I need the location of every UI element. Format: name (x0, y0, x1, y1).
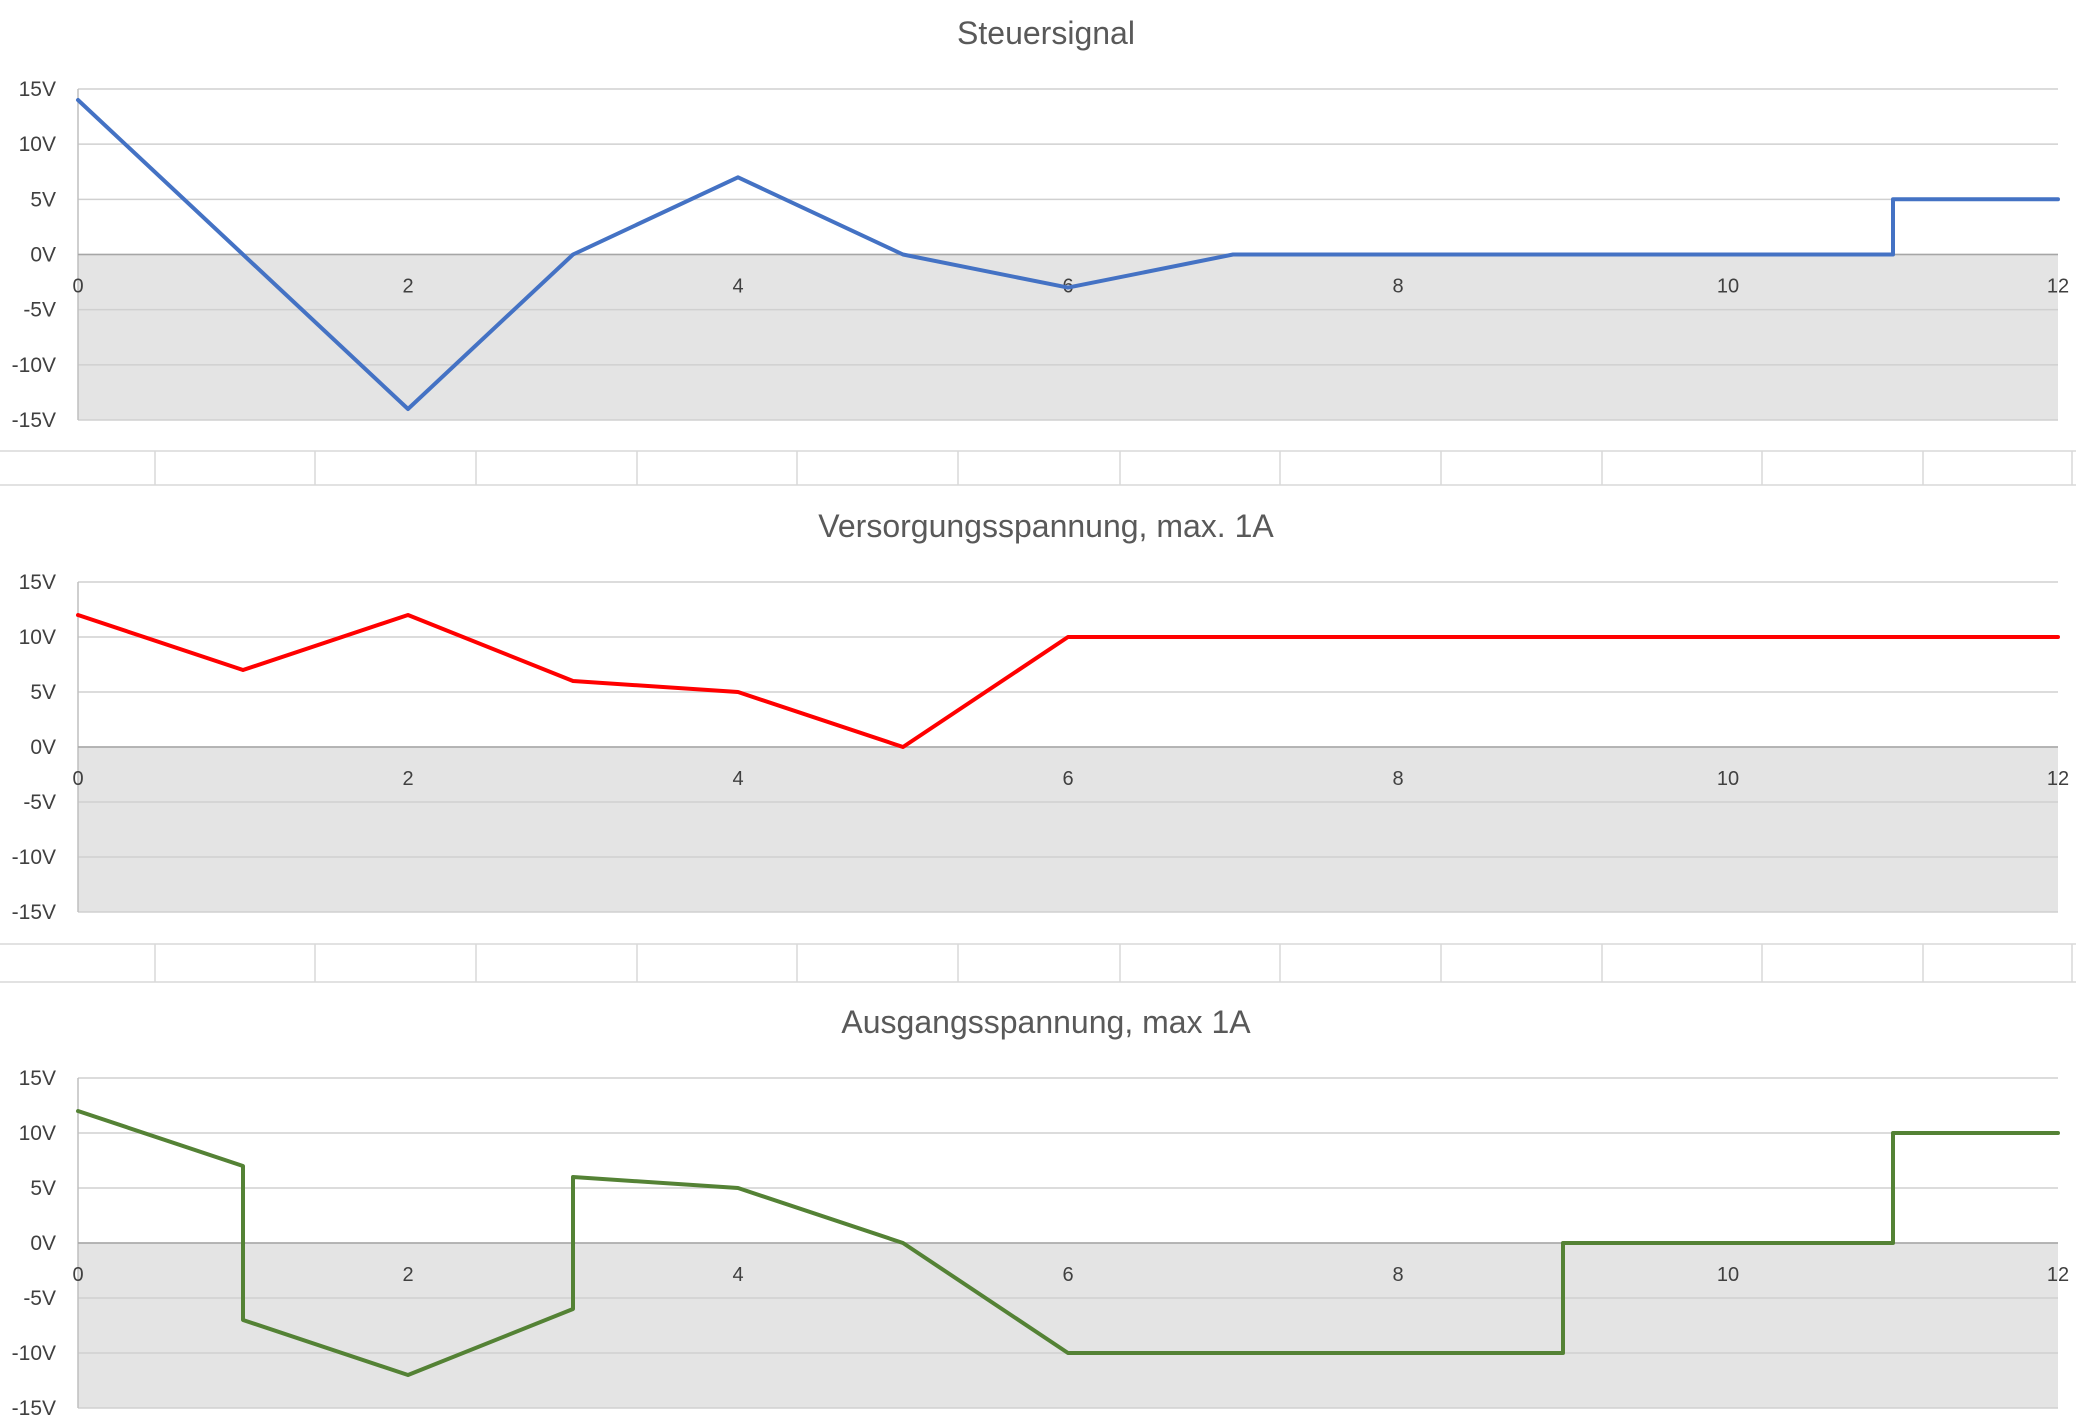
series-line (76, 98, 2060, 411)
y-tick-label: 0V (30, 244, 56, 267)
y-tick-label: -5V (23, 299, 56, 322)
y-tick-label: 15V (19, 571, 56, 594)
negative-region-band (78, 747, 2058, 912)
negative-region-band (78, 254, 2058, 420)
spreadsheet-row-strip (0, 450, 2076, 486)
y-tick-label: -10V (12, 1342, 56, 1365)
y-tick-label: -15V (12, 409, 56, 432)
chart-ausgangsspannung: Ausgangsspannung, max 1A 15V 10V 5V 0V -5V -1… (12, 1004, 2069, 1418)
x-tick-label: 8 (1392, 1264, 1403, 1286)
y-tick-label: 5V (30, 1177, 56, 1200)
chart-title: Steuersignal (957, 15, 1135, 51)
x-tick-label: 2 (402, 768, 413, 790)
y-tick-label: 15V (19, 78, 56, 101)
chart-versorgungsspannung: Versorgungsspannung, max. 1A 15V 10V 5V 0V -… (12, 508, 2069, 924)
y-tick-label: 0V (30, 1232, 56, 1255)
y-tick-label: -15V (12, 1397, 56, 1418)
y-tick-label: -10V (12, 846, 56, 869)
plot-area: 15V 10V 5V 0V -5V -10V -15V 0 2 4 6 8 10 12 (12, 571, 2069, 924)
series-line (76, 613, 2060, 749)
y-tick-label: -15V (12, 901, 56, 924)
y-tick-label: 0V (30, 736, 56, 759)
x-tick-label: 8 (1392, 276, 1403, 298)
negative-region-band (78, 1243, 2058, 1408)
y-tick-label: 15V (19, 1067, 56, 1090)
x-tick-label: 12 (2047, 276, 2069, 298)
plot-area: 15V 10V 5V 0V -5V -10V -15V 0 2 4 6 8 10 12 (12, 1067, 2069, 1418)
chart-title: Ausgangsspannung, max 1A (841, 1004, 1251, 1040)
x-tick-label: 8 (1392, 768, 1403, 790)
x-tick-label: 4 (732, 276, 743, 298)
x-tick-label: 10 (1717, 1264, 1739, 1286)
x-tick-label: 0 (72, 1264, 83, 1286)
x-tick-label: 12 (2047, 768, 2069, 790)
x-tick-label: 2 (402, 276, 413, 298)
x-tick-label: 2 (402, 1264, 413, 1286)
y-tick-label: 10V (19, 133, 56, 156)
y-tick-label: -5V (23, 1287, 56, 1310)
spreadsheet-row-strip (0, 943, 2076, 983)
x-tick-label: 12 (2047, 1264, 2069, 1286)
x-tick-label: 6 (1062, 768, 1073, 790)
series-line (76, 1109, 2060, 1377)
x-tick-label: 10 (1717, 768, 1739, 790)
y-tick-label: 5V (30, 681, 56, 704)
x-tick-label: 0 (72, 768, 83, 790)
chart-title: Versorgungsspannung, max. 1A (818, 508, 1274, 544)
y-tick-label: -5V (23, 791, 56, 814)
x-tick-label: 0 (72, 276, 83, 298)
y-tick-label: 10V (19, 1122, 56, 1145)
y-tick-label: 5V (30, 188, 56, 211)
x-tick-label: 10 (1717, 276, 1739, 298)
y-tick-label: -10V (12, 354, 56, 377)
x-tick-label: 4 (732, 1264, 743, 1286)
x-tick-label: 6 (1062, 1264, 1073, 1286)
x-tick-label: 4 (732, 768, 743, 790)
y-tick-label: 10V (19, 626, 56, 649)
